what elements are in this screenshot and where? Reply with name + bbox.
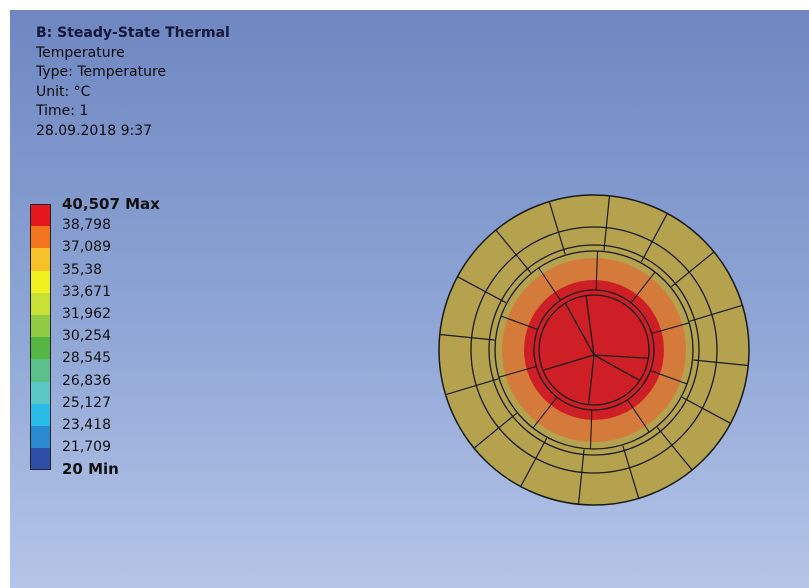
mesh-radial-line <box>538 267 561 301</box>
mesh-radial-line <box>603 195 611 251</box>
conductor-divider <box>593 354 640 381</box>
conductor-divider <box>564 302 595 356</box>
thermal-model-view[interactable] <box>10 10 809 588</box>
mesh-radial-line <box>589 409 593 449</box>
legend-swatch <box>30 448 51 471</box>
legend-swatch <box>30 381 51 404</box>
legend-swatch <box>30 403 51 426</box>
legend-tick-label: 26,836 <box>62 372 111 389</box>
mesh-radial-line <box>622 445 640 499</box>
mesh-ring <box>470 226 718 474</box>
legend-swatch <box>30 425 51 449</box>
mesh-radial-line <box>498 365 537 378</box>
conductor-divider <box>587 354 595 405</box>
legend-tick-label: 21,709 <box>62 439 111 456</box>
result-date: 28.09.2018 9:37 <box>36 122 153 139</box>
result-unit: Unit: °C <box>36 83 91 100</box>
mesh-radial-line <box>495 229 532 273</box>
analysis-title: B: Steady-State Thermal <box>36 25 230 41</box>
mesh-radial-line <box>595 251 599 291</box>
mesh-radial-line <box>473 412 517 449</box>
legend-tick-label: 31,962 <box>62 305 111 322</box>
mesh-radial-line <box>650 370 688 385</box>
legend-tick-label: 25,127 <box>62 394 111 411</box>
mesh-ring <box>488 244 700 456</box>
legend-swatch <box>30 248 51 271</box>
mesh-radial-line <box>656 427 693 471</box>
mesh-ring <box>494 250 694 450</box>
legend-swatch <box>30 337 51 360</box>
mesh-radial-line <box>640 213 668 263</box>
mesh-radial-line <box>500 315 538 330</box>
legend-min-label: 20 Min <box>62 460 119 479</box>
conductor-divider <box>593 354 649 359</box>
legend-tick-label: 23,418 <box>62 416 111 433</box>
conductor-divider <box>585 294 595 356</box>
mesh-radial-line <box>627 399 650 433</box>
legend-max-label: 40,507 Max <box>62 195 160 213</box>
mesh-radial-line <box>457 276 507 304</box>
legend-tick-label: 30,254 <box>62 328 111 345</box>
mesh-radial-line <box>548 201 566 255</box>
conductor-divider <box>543 354 595 371</box>
legend-tick-label: 28,545 <box>62 350 111 367</box>
graphics-viewport[interactable]: B: Steady-State Thermal Temperature Type… <box>10 10 809 588</box>
mesh-radial-line <box>439 333 495 341</box>
legend-tick-label: 35,38 <box>62 261 103 278</box>
mesh-radial-line <box>681 396 731 424</box>
cable-cross-section[interactable] <box>438 194 750 506</box>
mesh-radial-line <box>532 396 558 429</box>
result-name: Temperature <box>36 44 125 61</box>
legend-tick-label: 33,671 <box>62 283 111 300</box>
legend-tick-label: 37,089 <box>62 239 111 256</box>
result-type: Type: Temperature <box>36 64 167 80</box>
mesh-radial-line <box>520 437 548 487</box>
mesh-radial-line <box>445 378 499 396</box>
result-time: Time: 1 <box>36 103 89 119</box>
legend-swatch <box>30 359 51 382</box>
mesh-radial-line <box>671 251 715 288</box>
mesh-radial-line <box>630 271 656 304</box>
mesh-radial-line <box>577 449 585 505</box>
legend-swatch <box>30 226 51 249</box>
legend-swatch <box>30 292 51 315</box>
legend-swatch <box>30 270 51 293</box>
core-hot-zone <box>524 280 664 420</box>
mesh-ring <box>538 294 650 406</box>
mesh-radial-line <box>689 304 743 322</box>
result-info: B: Steady-State Thermal Temperature Type… <box>36 24 230 141</box>
mesh-radial-line <box>693 359 749 367</box>
mesh-ring <box>533 289 655 411</box>
legend-swatch <box>30 204 51 227</box>
mesh-radial-line <box>651 322 690 335</box>
legend-swatch <box>30 314 51 338</box>
legend-tick-label: 38,798 <box>62 217 111 234</box>
